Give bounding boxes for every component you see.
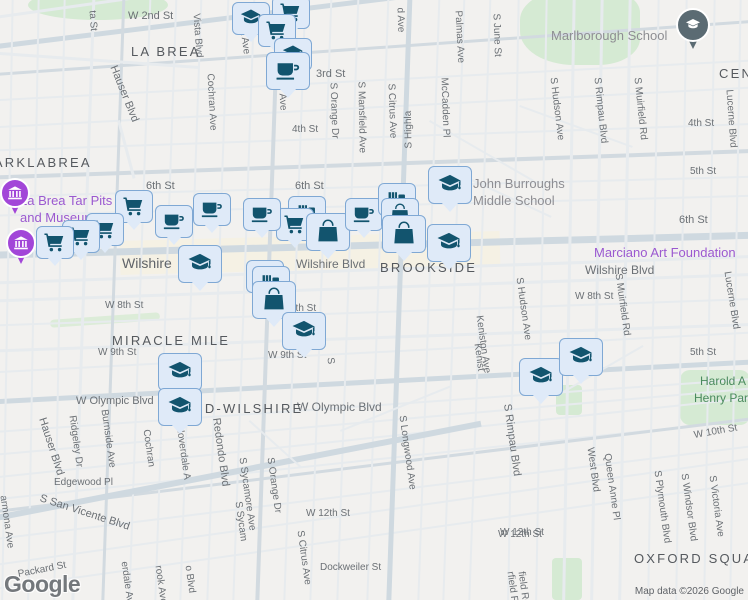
map-pin-coffee-cup[interactable] <box>243 198 281 238</box>
road-segment <box>439 0 466 600</box>
road-segment <box>0 148 748 180</box>
road-segment <box>465 0 492 600</box>
street-label: S Windsor Blvd <box>678 472 699 542</box>
poi-pin-museum[interactable] <box>0 178 30 216</box>
pin-tail <box>47 257 63 266</box>
road-segment <box>589 0 604 600</box>
map-pin-graduation-cap[interactable] <box>427 224 471 270</box>
pin-tail <box>395 251 413 261</box>
map-pin-coffee-cup[interactable] <box>155 205 193 245</box>
map-pin-graduation-cap[interactable] <box>559 338 603 384</box>
pin-tail <box>319 249 337 259</box>
road-segment <box>384 0 413 600</box>
pin-tail <box>16 254 26 264</box>
pin-tail <box>191 281 209 291</box>
map-pin-graduation-cap-badge[interactable] <box>676 8 710 50</box>
map-pin-shopping-bag[interactable] <box>382 215 426 261</box>
pin-tail <box>440 260 458 270</box>
road-segment <box>519 105 633 149</box>
pin-circle <box>6 228 36 258</box>
road-segment <box>0 175 748 199</box>
map-pin-coffee-cup[interactable] <box>193 193 231 233</box>
pin-tail <box>126 221 142 230</box>
pin-tail <box>204 224 220 233</box>
road-segment <box>617 0 632 600</box>
street-label: o Blvd <box>182 564 198 594</box>
road-segment <box>98 0 126 600</box>
map-pin-graduation-cap[interactable] <box>178 245 222 291</box>
pin-tail <box>73 251 89 260</box>
pin-tail <box>295 348 313 358</box>
map-pin-shopping-bag[interactable] <box>252 281 296 327</box>
street-label: d Ave <box>394 7 407 33</box>
pin-body <box>158 388 202 426</box>
street-label: S Plymouth Blvd <box>651 469 673 544</box>
road-segment <box>0 454 748 569</box>
street-label: S Muirfield Rd <box>631 76 650 141</box>
map-pin-graduation-cap[interactable] <box>282 312 326 358</box>
map-pin-coffee-cup[interactable] <box>266 52 310 98</box>
neighborhood-label: LA BREA <box>131 44 201 59</box>
pin-tail <box>279 88 297 98</box>
road-segment <box>505 0 520 600</box>
pin-tail <box>171 424 189 434</box>
pin-tail <box>265 317 283 327</box>
road-segment <box>561 0 576 600</box>
street-label: 5th St <box>690 347 717 358</box>
neighborhood-label: CEN <box>719 66 748 81</box>
pin-tail <box>10 204 20 214</box>
street-label: S June St <box>490 13 504 58</box>
map-pin-graduation-cap[interactable] <box>158 388 202 434</box>
street-label: erdale Ave <box>118 560 136 600</box>
pin-tail <box>166 236 182 245</box>
pin-tail <box>572 374 590 384</box>
pin-tail <box>287 239 303 248</box>
map-pin-graduation-cap[interactable] <box>428 166 472 212</box>
street-label: S Longwood Ave <box>396 414 418 491</box>
pin-tail <box>243 33 259 42</box>
street-label: Dockweiler St <box>320 562 382 573</box>
pin-circle <box>0 178 30 208</box>
road-segment <box>0 85 748 130</box>
pin-tail <box>356 229 372 238</box>
google-logo: Google <box>4 571 81 597</box>
street-label: field Rd <box>515 570 532 600</box>
road-segment <box>306 0 333 600</box>
map-data-attribution: Map data ©2026 Google <box>634 586 744 597</box>
map-pin-shopping-cart[interactable] <box>276 208 314 248</box>
park-area-small-2 <box>552 558 582 600</box>
street-label: S <box>324 356 337 365</box>
pin-tail <box>532 394 550 404</box>
pin-tail <box>97 244 113 253</box>
map-pin-graduation-cap[interactable] <box>519 358 563 404</box>
neighborhood-label: PARKLABREA <box>0 155 92 170</box>
road-segment <box>414 0 441 600</box>
street-label: S Mansfield Ave <box>355 81 368 154</box>
map-pin-shopping-bag[interactable] <box>306 213 350 259</box>
poi-pin-museum[interactable] <box>6 228 36 266</box>
road-segment <box>126 0 152 600</box>
road-segment <box>69 0 96 600</box>
road-segment <box>0 122 748 153</box>
street-label: 4th St <box>292 124 319 135</box>
pin-tail <box>441 202 459 212</box>
road-segment <box>333 0 360 600</box>
road-segment <box>645 0 660 600</box>
street-label: 3rd St <box>316 68 346 80</box>
street-label: S Citrus Ave <box>385 83 399 139</box>
street-label: W 8th St <box>575 291 614 302</box>
street-label: Cochran Ave <box>204 73 219 131</box>
pin-tail <box>254 229 270 238</box>
street-label: S Victoria Ave <box>706 474 727 538</box>
map-pin-shopping-cart[interactable] <box>36 226 74 266</box>
